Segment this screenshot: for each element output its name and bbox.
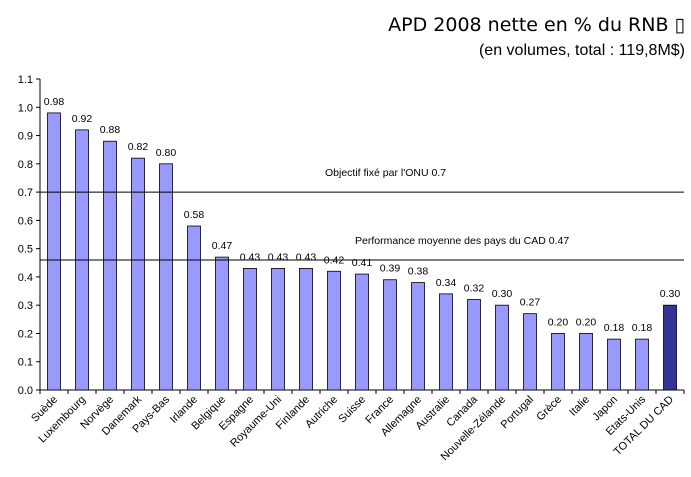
bar <box>439 293 453 391</box>
y-tick-label: 0.3 <box>18 300 33 312</box>
category-label: Grèce <box>534 394 564 424</box>
bar-value-label: 0.88 <box>100 124 121 136</box>
y-tick-label: 0.2 <box>18 328 33 340</box>
y-tick-label: 0.9 <box>18 131 33 143</box>
bar-value-label: 0.58 <box>184 209 205 221</box>
bar <box>327 270 341 391</box>
bar <box>271 268 285 391</box>
bar-value-label: 0.80 <box>156 147 177 159</box>
y-tick-label: 0.5 <box>18 244 33 256</box>
y-tick-label: 1.0 <box>18 102 33 114</box>
y-tick-label: 0.8 <box>18 159 33 171</box>
bar <box>495 304 509 391</box>
bar <box>187 225 201 391</box>
bar <box>523 313 537 391</box>
bar-value-label: 0.30 <box>492 288 513 300</box>
bar <box>663 304 677 391</box>
reference-line-label: Objectif fixé par l'ONU 0.7 <box>325 167 446 179</box>
bar <box>159 163 173 391</box>
y-tick-label: 1.1 <box>18 74 33 86</box>
bar <box>467 299 481 391</box>
chart-subtitle: (en volumes, total : 119,8M$) <box>478 42 685 59</box>
bar-value-label: 0.39 <box>380 263 401 275</box>
y-tick-label: 0.4 <box>18 272 33 284</box>
bar <box>579 333 593 391</box>
bar <box>355 273 369 391</box>
bar-value-label: 0.82 <box>128 141 149 153</box>
bar-value-label: 0.43 <box>296 251 317 263</box>
y-tick-label: 0.0 <box>18 385 33 397</box>
bar-value-label: 0.27 <box>520 297 541 309</box>
bar <box>383 279 397 391</box>
bar <box>551 333 565 391</box>
bar <box>607 338 621 391</box>
bar-value-label: 0.92 <box>72 113 93 125</box>
bar <box>215 256 229 391</box>
bar-value-label: 0.43 <box>268 251 289 263</box>
bar <box>243 268 257 391</box>
chart-title: APD 2008 nette en % du RNB ▯ <box>388 14 685 36</box>
y-tick-label: 0.7 <box>18 187 33 199</box>
reference-line-label: Performance moyenne des pays du CAD 0.47 <box>355 235 569 247</box>
bar <box>299 268 313 391</box>
category-label: Italie <box>567 394 592 419</box>
bar-value-label: 0.43 <box>240 251 261 263</box>
bar <box>411 282 425 391</box>
bar-value-label: 0.38 <box>408 266 429 278</box>
bar-value-label: 0.34 <box>436 277 457 289</box>
bar-value-label: 0.47 <box>212 240 233 252</box>
category-label: Suisse <box>336 394 368 426</box>
bar-value-label: 0.32 <box>464 283 485 295</box>
bar-value-label: 0.30 <box>660 288 681 300</box>
y-tick-label: 0.6 <box>18 215 33 227</box>
bar <box>47 112 61 391</box>
y-tick-label: 0.1 <box>18 357 33 369</box>
bar <box>131 157 145 391</box>
bar-value-label: 0.18 <box>632 322 653 334</box>
bar <box>635 338 649 391</box>
bar-value-label: 0.98 <box>44 96 65 108</box>
bar-value-label: 0.41 <box>352 257 373 269</box>
bar-value-label: 0.20 <box>576 316 597 328</box>
bar <box>103 140 117 391</box>
bar-value-label: 0.18 <box>604 322 625 334</box>
bar-value-label: 0.20 <box>548 316 569 328</box>
